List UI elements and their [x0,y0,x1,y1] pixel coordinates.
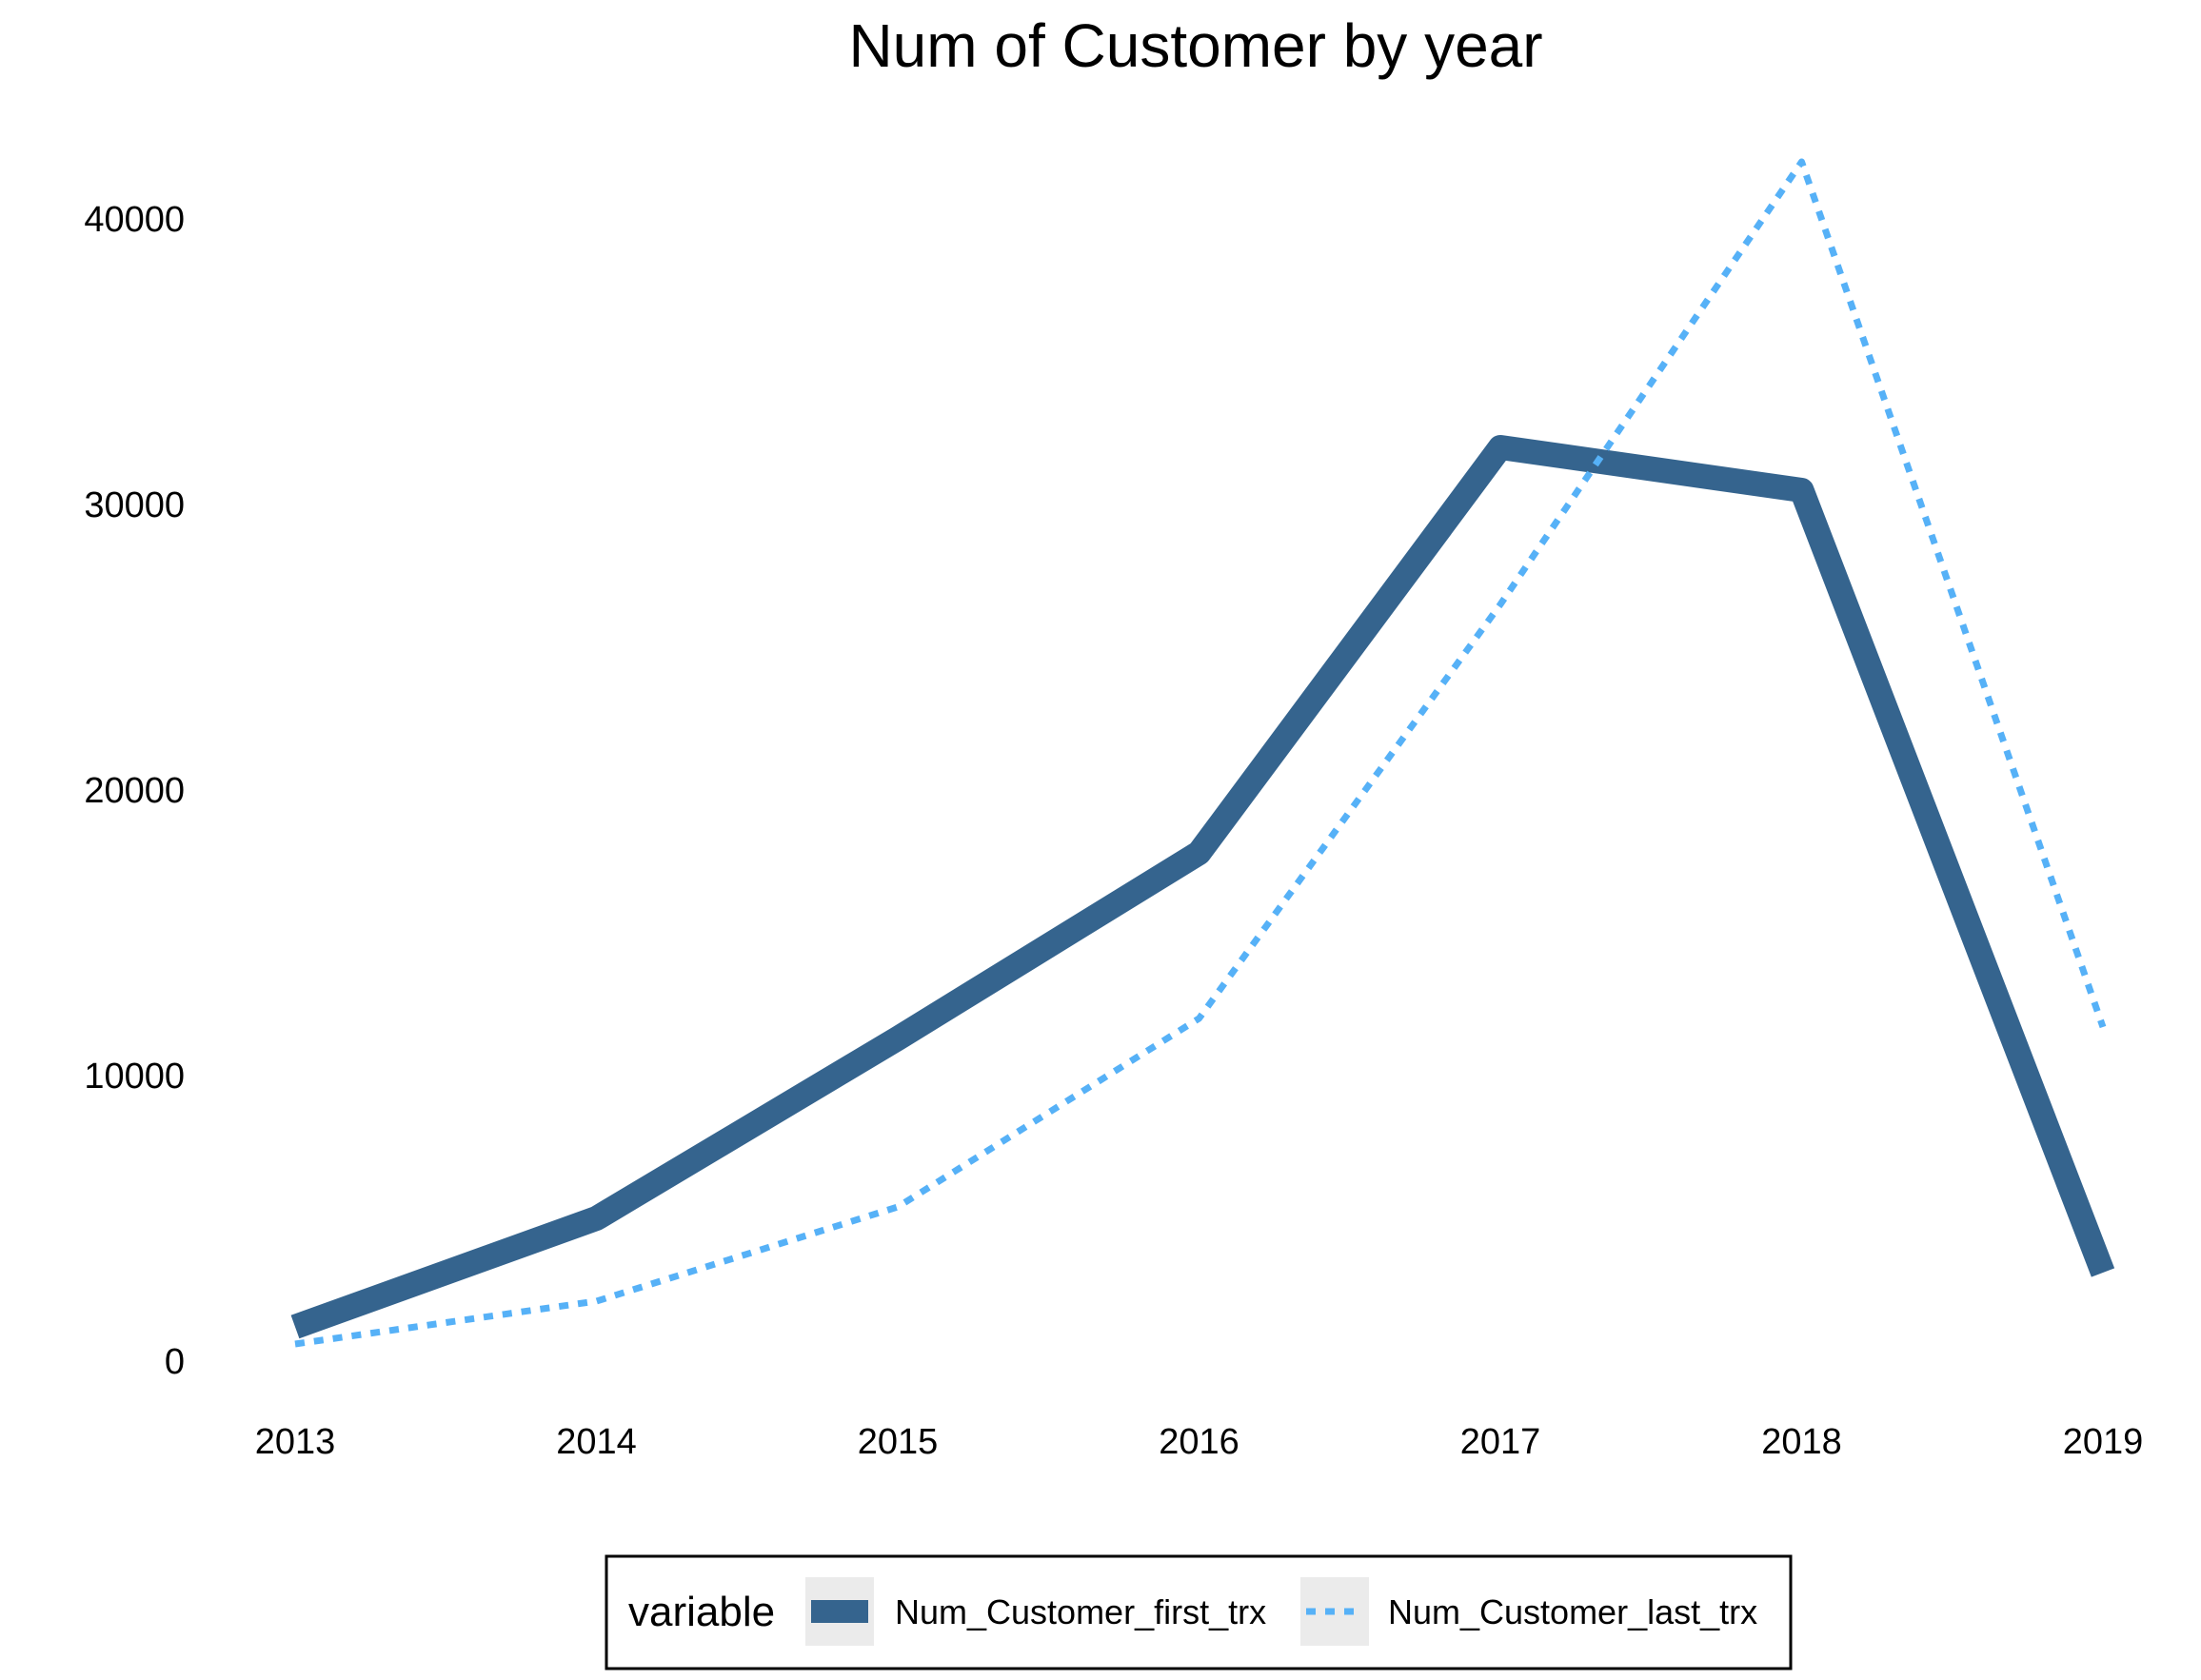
x-tick-label: 2014 [556,1422,637,1462]
y-tick-label: 30000 [84,485,185,525]
x-axis: 2013 2014 2015 2016 2017 2018 2019 [255,1422,2144,1462]
y-axis: 0 10000 20000 30000 40000 [84,200,185,1382]
y-tick-label: 20000 [84,771,185,811]
x-tick-label: 2017 [1460,1422,1541,1462]
legend-label-first-trx: Num_Customer_first_trx [895,1592,1266,1631]
x-tick-label: 2016 [1159,1422,1239,1462]
legend: variable Num_Customer_first_trx Num_Cust… [605,1554,1793,1670]
legend-label-last-trx: Num_Customer_last_trx [1388,1592,1757,1631]
legend-box [605,1554,1793,1670]
x-tick-label: 2018 [1761,1422,1842,1462]
plot-area [290,158,2115,1348]
y-tick-label: 0 [165,1342,185,1382]
legend-title: variable [628,1589,775,1635]
series-line-first-trx [290,435,2115,1339]
x-tick-label: 2015 [858,1422,939,1462]
y-tick-label: 10000 [84,1057,185,1097]
series-line-last-trx [294,158,2107,1348]
y-tick-label: 40000 [84,200,185,240]
chart-title: Num of Customer by year [848,11,1542,80]
x-tick-label: 2019 [2063,1422,2144,1462]
x-tick-label: 2013 [255,1422,336,1462]
